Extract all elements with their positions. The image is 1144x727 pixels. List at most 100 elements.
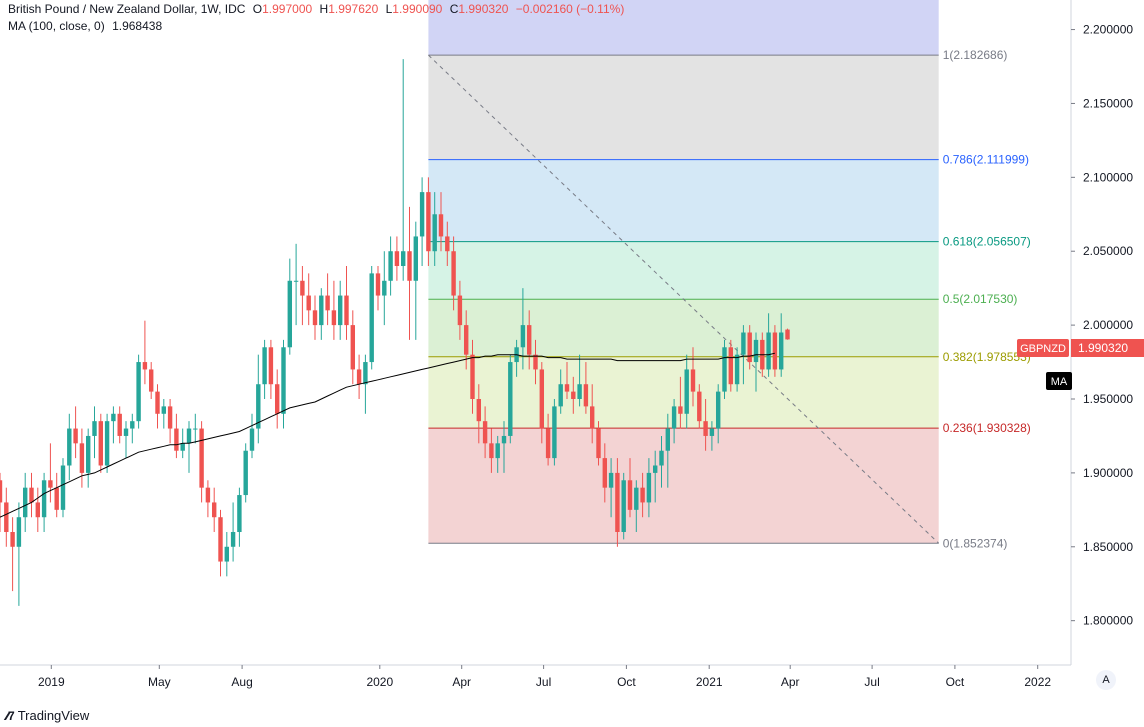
time-tick-label: Apr <box>781 675 800 689</box>
auto-scale-button[interactable]: A <box>1096 670 1116 690</box>
candle-body <box>741 332 746 355</box>
tradingview-logo-icon: ⁄⁄7 <box>6 708 15 723</box>
candle-body <box>470 354 475 399</box>
candle-body <box>432 214 437 252</box>
candle-body <box>79 443 85 473</box>
candle-body <box>407 251 412 281</box>
candle-body <box>92 421 97 436</box>
candle-body <box>199 428 204 488</box>
fib-level-label: 0(1.852374) <box>943 536 1008 550</box>
svg-text:GBPNZD: GBPNZD <box>1020 343 1066 355</box>
candle-body <box>337 295 343 326</box>
price-tick-label: 2.150000 <box>1083 96 1133 110</box>
candle-body <box>734 354 740 385</box>
svg-text:MA: MA <box>1051 376 1068 388</box>
candle-body <box>16 517 22 547</box>
candle-body <box>262 347 267 385</box>
candle-body <box>697 391 702 422</box>
candle-body <box>400 251 406 266</box>
candle-body <box>571 391 576 399</box>
svg-text:1.990320: 1.990320 <box>1078 341 1128 355</box>
candle-body <box>564 384 570 392</box>
candle-body <box>67 428 72 466</box>
candle-body <box>249 428 255 451</box>
candle-body <box>640 487 645 503</box>
candle-body <box>747 332 752 363</box>
candle-body <box>451 251 456 296</box>
candle-body <box>325 295 330 311</box>
candle-body <box>22 487 28 518</box>
price-tick-label: 2.200000 <box>1083 23 1133 37</box>
candle-body <box>627 480 633 510</box>
candle-body <box>388 251 393 281</box>
ma-line <box>0 352 776 518</box>
candle-body <box>117 413 122 436</box>
price-tick-label: 2.000000 <box>1083 318 1133 332</box>
candle-body <box>104 421 110 466</box>
candle-body <box>489 443 494 459</box>
candle-body <box>722 347 727 392</box>
candle-body <box>413 236 419 281</box>
fib-zone <box>428 299 939 357</box>
fib-zone <box>428 159 939 242</box>
candle-body <box>715 391 721 429</box>
candle-body <box>356 369 362 385</box>
candle-body <box>300 280 305 296</box>
candle-body <box>684 369 689 414</box>
fib-zone <box>428 241 939 300</box>
candle-body <box>73 428 78 444</box>
candle-body <box>98 421 104 466</box>
legend-ma: MA (100, close, 0) 1.968438 <box>8 19 162 33</box>
candle-body <box>615 472 620 532</box>
candle-body <box>230 532 236 547</box>
candle-body <box>646 472 652 503</box>
candle-body <box>130 421 135 429</box>
candle-body <box>180 443 185 451</box>
time-tick-label: Apr <box>452 675 471 689</box>
candle-body <box>167 406 173 429</box>
candle-body <box>60 465 66 510</box>
fib-level-label: 0.236(1.930328) <box>943 421 1031 435</box>
open-value: 1.997000 <box>262 2 313 16</box>
candle-body <box>577 384 582 399</box>
candle-body <box>312 310 318 326</box>
candle-body <box>287 280 293 348</box>
candle-body <box>85 435 91 473</box>
candle-body <box>41 480 47 518</box>
candle-body <box>552 406 557 459</box>
candle-body <box>111 413 116 422</box>
candle-body <box>306 295 311 311</box>
candle-body <box>539 369 545 429</box>
price-tick-label: 1.800000 <box>1083 614 1133 628</box>
candle-body <box>10 532 15 547</box>
candle-body <box>457 295 463 326</box>
candle-body <box>589 406 595 429</box>
candle-body <box>344 295 349 326</box>
candle-body <box>463 325 469 355</box>
candle-body <box>35 502 41 518</box>
tradingview-logo[interactable]: ⁄⁄7 TradingView <box>6 708 89 723</box>
change-value: −0.002160 (−0.11%) <box>515 2 625 16</box>
candle-body <box>438 214 444 237</box>
low-label: L <box>385 2 393 16</box>
candle-body <box>671 406 677 429</box>
candle-body <box>293 280 299 282</box>
candle-body <box>331 310 337 326</box>
price-tick-label: 2.050000 <box>1083 244 1133 258</box>
candle-body <box>224 546 230 562</box>
time-axis: 2019 May Aug 2020 Apr Jul Oct 2021 Apr Jul Oct 2022 <box>38 665 1051 689</box>
candle-body <box>526 325 532 355</box>
candle-body <box>186 428 192 444</box>
candle-body <box>193 428 198 430</box>
candle-body <box>218 517 223 562</box>
candle-body <box>728 347 734 385</box>
candle-body <box>123 428 129 436</box>
candle-body <box>753 339 759 363</box>
time-tick-label: May <box>148 675 171 689</box>
fib-level-label: 0.618(2.056507) <box>943 235 1031 249</box>
candle-body <box>369 273 374 363</box>
time-tick-label: Oct <box>946 675 965 689</box>
fib-lines <box>428 54 939 544</box>
fib-zones <box>428 0 939 544</box>
